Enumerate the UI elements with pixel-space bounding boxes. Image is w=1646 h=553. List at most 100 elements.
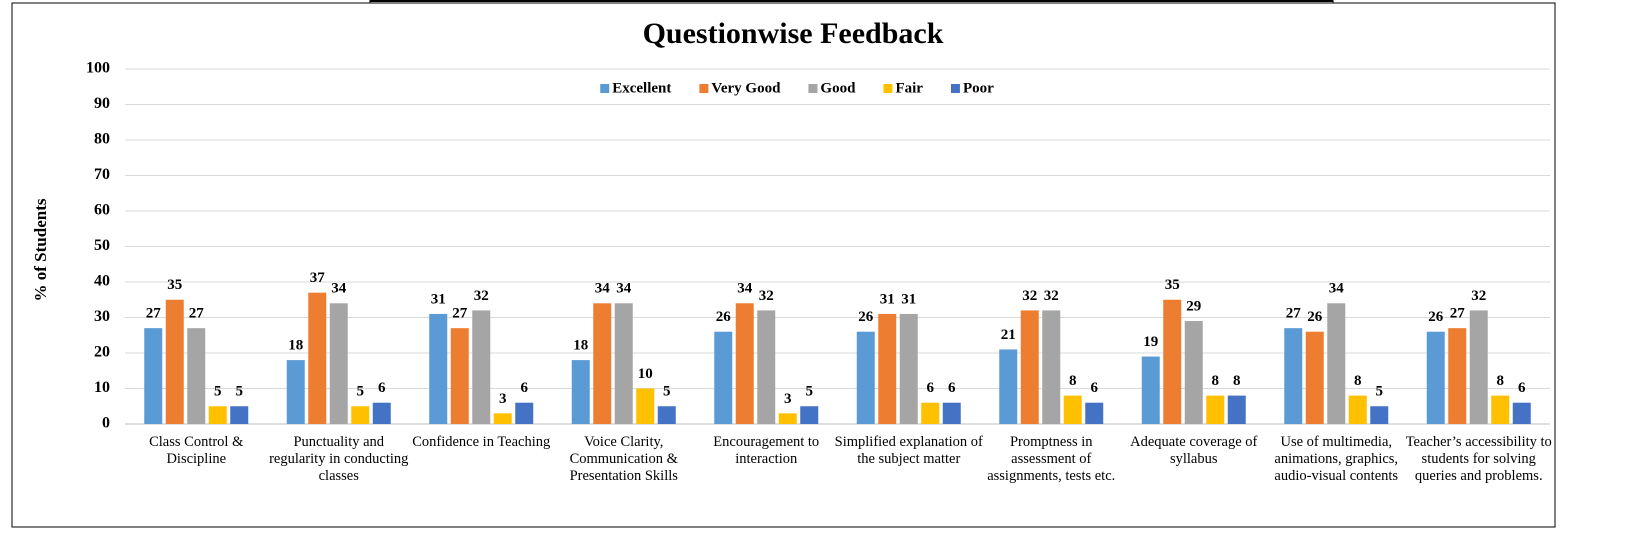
bar [450,328,469,424]
data-label: 32 [1022,288,1037,304]
bar [472,310,491,424]
data-label: 26 [858,309,874,325]
data-label: 5 [236,384,244,400]
legend-swatch [600,84,610,93]
bar [1426,331,1445,424]
data-label: 6 [927,380,935,396]
y-tick-label: 40 [94,273,110,290]
data-label: 27 [146,306,162,322]
data-label: 32 [1471,288,1486,304]
data-label: 34 [1329,281,1345,297]
legend-label: Fair [895,80,923,96]
legend-swatch [883,84,893,93]
bar [230,406,249,424]
bar [308,292,327,424]
bar [1370,406,1389,424]
data-label: 26 [1428,309,1444,325]
data-label: 34 [331,281,347,297]
data-label: 19 [1143,334,1158,350]
bar [1284,328,1303,424]
bar [899,313,918,424]
bar [187,328,206,424]
bar [856,331,875,424]
data-label: 8 [1233,373,1241,389]
data-label: 3 [499,391,507,407]
data-label: 3 [784,391,792,407]
bar [1348,395,1367,424]
y-tick-label: 90 [94,95,110,112]
data-label: 26 [1307,309,1323,325]
bar [800,406,819,424]
bar [144,328,163,424]
data-label: 34 [595,281,611,297]
data-label: 31 [880,291,895,307]
legend-label: Excellent [612,80,671,96]
bar [515,402,534,424]
data-label: 5 [1376,384,1384,400]
bar [942,402,961,424]
y-axis-label: % of Students [31,198,50,301]
y-tick-label: 60 [94,202,110,219]
legend-swatch [950,84,960,93]
data-label: 6 [1091,380,1099,396]
bar [1184,321,1203,424]
bar [757,310,776,424]
data-label: 18 [288,338,303,354]
x-tick-label: Punctuality and regularity in conducting… [269,434,409,484]
legend-label: Very Good [711,80,781,96]
bar [1327,303,1346,424]
bar [999,349,1018,424]
y-tick-label: 70 [94,166,110,183]
x-tick-label: Teacher’s accessibility to students for … [1405,434,1552,484]
bar [921,402,940,424]
x-tick-label: Adequate coverage of syllabus [1130,434,1258,467]
data-label: 5 [357,384,365,400]
bar [429,313,448,424]
x-tick-label: Voice Clarity, Communication & Presentat… [569,434,678,484]
bar [1512,402,1531,424]
bar [1305,331,1324,424]
bar [1063,395,1082,424]
bar [657,406,676,424]
data-label: 27 [1286,306,1302,322]
bar [1020,310,1039,424]
bar [1448,328,1467,424]
bar [593,303,612,424]
legend-swatch [699,84,709,93]
bar [1141,356,1160,424]
data-label: 8 [1069,373,1077,389]
data-label: 27 [189,306,205,322]
x-tick-label: Encouragement to interaction [713,434,820,467]
data-label: 34 [616,281,632,297]
chart-border [11,2,1556,528]
y-tick-label: 30 [94,308,110,325]
y-tick-label: 20 [94,344,110,361]
data-label: 18 [573,338,588,354]
bar [735,303,754,424]
data-label: 29 [1186,298,1201,314]
x-tick-label: Confidence in Teaching [412,434,551,450]
data-label: 5 [806,384,814,400]
x-tick-label: Class Control & Discipline [149,434,244,467]
data-label: 32 [474,288,489,304]
bar [1042,310,1061,424]
bar [493,413,512,424]
data-label: 6 [378,380,386,396]
data-label: 6 [1518,380,1526,396]
y-tick-label: 50 [94,237,110,254]
y-tick-label: 80 [94,131,110,148]
bar [329,303,348,424]
bar [878,313,897,424]
bar [351,406,370,424]
bar [1469,310,1488,424]
bar [208,406,227,424]
bar [1206,395,1225,424]
bar [636,388,655,424]
y-tick-label: 10 [94,379,110,396]
data-label: 31 [901,291,916,307]
data-label: 8 [1497,373,1505,389]
bar [778,413,797,424]
y-tick-label: 100 [86,60,110,77]
